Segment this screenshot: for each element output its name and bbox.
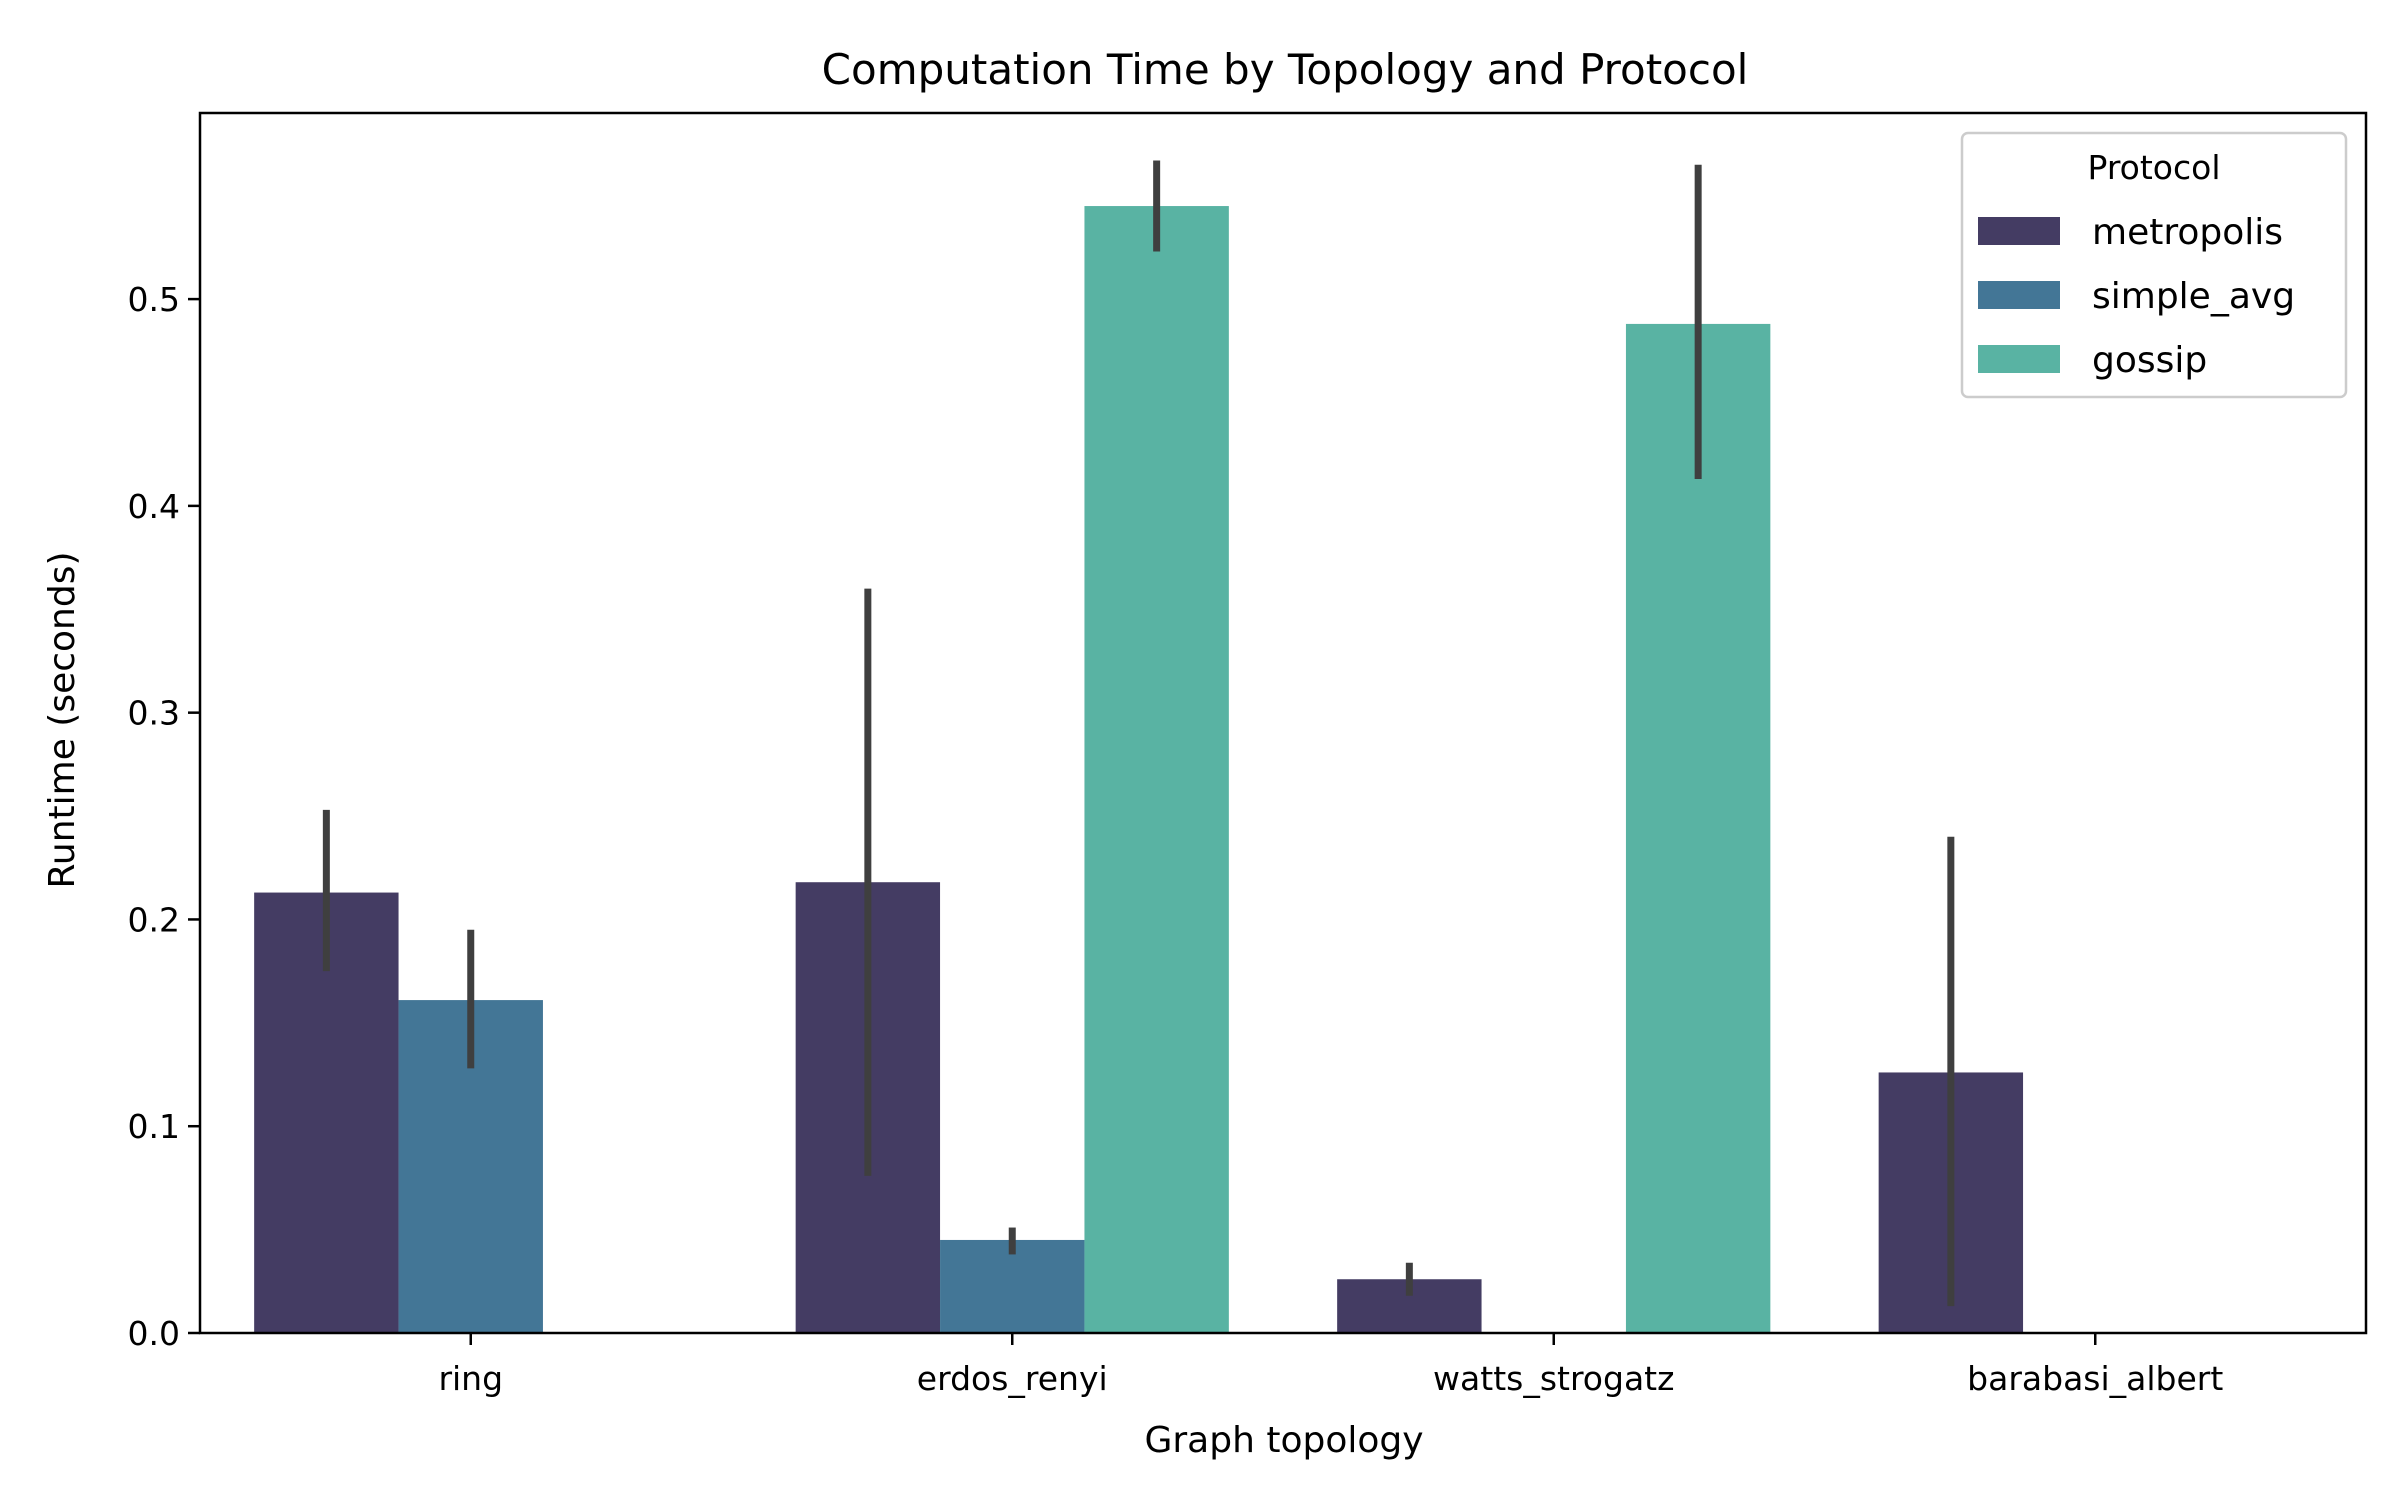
legend-label-metropolis: metropolis	[2092, 212, 2283, 253]
y-tick-label: 0.0	[128, 1314, 180, 1353]
legend-swatch-simple_avg	[1978, 281, 2060, 309]
x-axis-label: Graph topology	[1144, 1420, 1423, 1461]
chart-title: Computation Time by Topology and Protoco…	[822, 45, 1749, 94]
error-bars-layer	[322, 160, 1955, 1307]
bar-simple_avg-erdos_renyi	[940, 1239, 1085, 1333]
legend-box	[1960, 131, 2348, 399]
x-tick-label: ring	[438, 1359, 503, 1398]
y-tick-label: 0.3	[128, 694, 180, 733]
plot-frame	[198, 111, 2368, 1335]
legend-title: Protocol	[2088, 148, 2221, 187]
legend-label-gossip: gossip	[2092, 340, 2207, 381]
x-axis: ring erdos_renyi watts_strogatz barabasi_al…	[438, 1333, 2223, 1398]
y-tick-label: 0.2	[128, 900, 180, 939]
legend-swatch-metropolis	[1978, 217, 2060, 245]
y-tick-label: 0.4	[128, 487, 180, 526]
bar-gossip-erdos_renyi	[1084, 206, 1229, 1334]
legend-swatch-gossip	[1978, 345, 2060, 373]
bar-gossip-watts_strogatz	[1625, 323, 1771, 1333]
y-axis: 0.0 0.1 0.2 0.3 0.4 0.5	[128, 280, 200, 1353]
x-tick-label: watts_strogatz	[1433, 1359, 1674, 1398]
y-tick-label: 0.1	[128, 1107, 180, 1146]
x-tick-label: erdos_renyi	[917, 1359, 1108, 1398]
x-tick-label: barabasi_albert	[1967, 1359, 2223, 1398]
y-tick-label: 0.5	[128, 280, 180, 319]
legend-label-simple_avg: simple_avg	[2092, 276, 2295, 317]
y-axis-label: Runtime (seconds)	[42, 551, 83, 888]
